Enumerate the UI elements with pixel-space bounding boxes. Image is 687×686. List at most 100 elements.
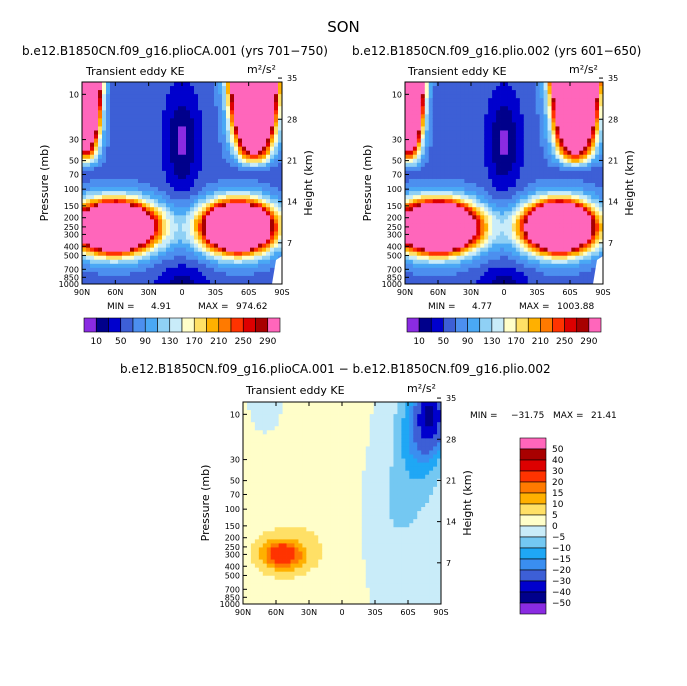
- panel2-field-cell: [563, 183, 568, 188]
- panel1-field-cell: [102, 110, 107, 115]
- panel1-field-cell: [134, 98, 139, 103]
- panel2-field-cell: [500, 247, 505, 253]
- panel1-field-cell: [202, 223, 207, 228]
- panel2-field-cell: [432, 126, 438, 131]
- panel1-field-cell: [98, 178, 103, 184]
- panel2-field-cell: [408, 126, 414, 131]
- panel1-field-cell: [146, 223, 151, 228]
- panel1-field-cell: [106, 263, 111, 269]
- panel1-field-cell: [158, 94, 163, 99]
- panel2-field-cell: [547, 174, 552, 180]
- panel2-field-cell: [488, 122, 493, 127]
- panel1-field-cell: [186, 138, 191, 143]
- panel1-field-cell: [166, 223, 171, 228]
- panel2-field-cell: [488, 267, 493, 273]
- panel2-field-cell: [567, 146, 572, 152]
- panel2-field-cell: [464, 162, 469, 168]
- panel2-field-cell: [515, 102, 521, 107]
- panel2-field-cell: [500, 215, 505, 220]
- panel1-field-cell: [114, 126, 119, 131]
- panel1-field-cell: [150, 122, 155, 127]
- panel2-field-cell: [551, 82, 556, 87]
- panel1-field-cell: [254, 271, 259, 277]
- panel2-field-cell: [424, 110, 430, 115]
- panel2-field-cell: [408, 158, 414, 164]
- panel2-field-cell: [504, 191, 509, 196]
- panel2-field-cell: [571, 211, 576, 216]
- panel1-field-cell: [178, 118, 183, 123]
- panel1-field-cell: [246, 150, 251, 156]
- panel1-field-cell: [178, 106, 183, 111]
- panel1-field-cell: [114, 178, 119, 184]
- panel2-field-cell: [504, 150, 509, 156]
- panel1-field-cell: [154, 110, 159, 115]
- panel2-field-cell: [412, 106, 418, 111]
- panel1-field-cell: [106, 183, 111, 188]
- panel2-field-cell: [408, 114, 414, 119]
- panel2-field-cell: [543, 243, 548, 249]
- panel1-field-cell: [162, 150, 167, 156]
- panel2-min-value: 4.77: [472, 302, 493, 312]
- panel2-field-cell: [559, 255, 564, 261]
- panel2-field-cell: [547, 102, 552, 107]
- panel1-field-cell: [90, 227, 95, 232]
- panel2-field-cell: [563, 239, 568, 244]
- panel2-field-cell: [519, 239, 525, 244]
- panel1-field-cell: [94, 251, 99, 257]
- panel1-field-cell: [202, 154, 207, 160]
- panel1-field-cell: [262, 134, 267, 139]
- panel1-field-cell: [234, 259, 239, 265]
- panel1-field-cell: [190, 134, 195, 139]
- panel1-field-cell: [114, 195, 119, 200]
- panel2-field-cell: [595, 243, 600, 249]
- panel2-field-cell: [507, 118, 513, 123]
- panel1-field-cell: [238, 110, 243, 115]
- panel1-field-cell: [206, 130, 211, 135]
- panel2-field-cell: [595, 215, 600, 220]
- panel2-field-cell: [507, 271, 513, 277]
- panel2-field-cell: [547, 279, 552, 285]
- panel1-field-cell: [186, 275, 191, 281]
- panel2-field-cell: [591, 86, 596, 91]
- panel2-field-cell: [567, 138, 572, 143]
- panel2-field-cell: [428, 199, 434, 204]
- panel1-field-cell: [210, 235, 215, 240]
- panel1-field-cell: [166, 170, 171, 176]
- panel2-field-cell: [507, 207, 513, 212]
- panel2-field-cell: [567, 90, 572, 95]
- panel1-field-cell: [134, 90, 139, 95]
- panel2-field-cell: [408, 219, 414, 224]
- panel1-field-cell: [114, 122, 119, 127]
- panel1-field-cell: [230, 166, 235, 172]
- panel2-field-cell: [488, 130, 493, 135]
- panel2-field-cell: [511, 271, 517, 277]
- panel2-field-cell: [440, 259, 445, 265]
- panel1-field-cell: [142, 223, 147, 228]
- panel2-field-cell: [519, 102, 525, 107]
- panel1-field-cell: [170, 255, 175, 261]
- panel1-field-cell: [174, 267, 179, 273]
- panel2-field-cell: [531, 110, 537, 115]
- panel1-field-cell: [206, 199, 211, 204]
- panel1-field-cell: [102, 267, 107, 273]
- panel2-field-cell: [420, 154, 426, 160]
- panel2-field-cell: [436, 183, 442, 188]
- panel1-field-cell: [134, 215, 139, 220]
- panel2-field-cell: [488, 138, 493, 143]
- panel2-field-cell: [405, 191, 410, 196]
- panel2-field-cell: [456, 259, 461, 265]
- panel1-field-cell: [278, 231, 283, 236]
- panel1-field-cell: [266, 215, 271, 220]
- panel1-field-cell: [126, 82, 131, 87]
- panel2-field-cell: [428, 126, 434, 131]
- panel1-field-cell: [174, 255, 179, 261]
- panel1-field-cell: [154, 166, 159, 172]
- panel2-field-cell: [448, 150, 453, 156]
- panel2-field-cell: [460, 211, 465, 216]
- panel2-field-cell: [440, 239, 445, 244]
- panel2-field-cell: [412, 211, 418, 216]
- panel2-field-cell: [456, 90, 461, 95]
- panel1-field-cell: [194, 215, 199, 220]
- panel1-field-cell: [198, 94, 203, 99]
- panel1-field-cell: [98, 247, 103, 253]
